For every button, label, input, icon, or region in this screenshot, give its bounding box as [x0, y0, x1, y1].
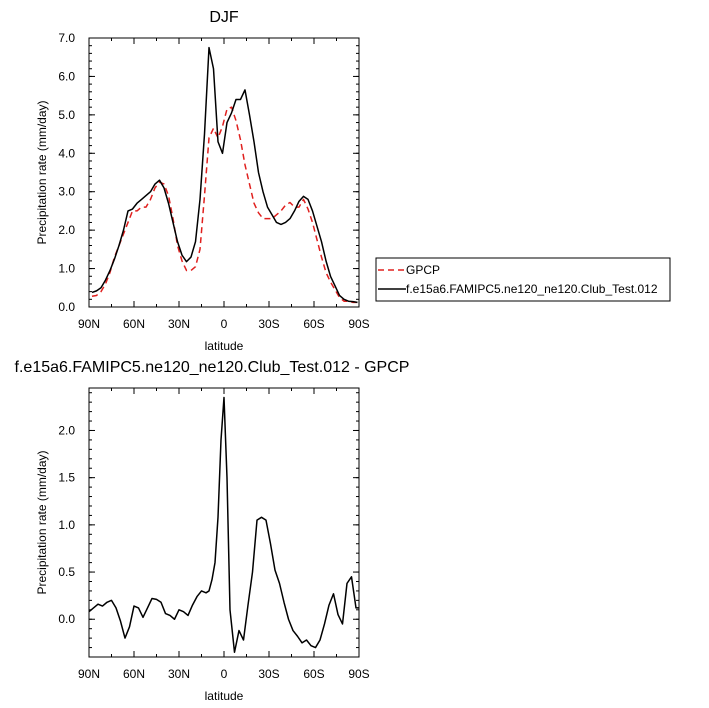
series-line-difference	[88, 396, 359, 654]
top-plot-panel: DJF Precipitation rate (mm/day) latitude…	[35, 9, 370, 353]
x-tick-label: 60N	[123, 317, 145, 331]
legend-label-model: f.e15a6.FAMIPC5.ne120_ne120.Club_Test.01…	[406, 282, 658, 296]
y-tick-label: 1.0	[58, 262, 75, 276]
legend-box	[375, 257, 671, 302]
x-tick-label: 90S	[348, 317, 369, 331]
bottom-chart-title: f.e15a6.FAMIPC5.ne120_ne120.Club_Test.01…	[15, 359, 410, 376]
y-tick-label: 0.0	[58, 612, 75, 626]
y-tick-label: 5.0	[58, 108, 75, 122]
top-axis-ticks: 90N 60N 30N 0 30S 60S 90S 0.0 1.0 2.0 3.0 4.0 5.0 6.0…	[58, 31, 369, 331]
x-tick-label: 90N	[78, 667, 100, 681]
x-tick-label: 90N	[78, 317, 100, 331]
y-tick-label: 2.0	[58, 223, 75, 237]
x-tick-label: 0	[221, 317, 228, 331]
y-tick-label: 7.0	[58, 31, 75, 45]
bottom-series-lines	[88, 396, 359, 654]
y-tick-label: 1.0	[58, 518, 75, 532]
bottom-x-axis-label: latitude	[205, 689, 244, 703]
bottom-plot-panel: f.e15a6.FAMIPC5.ne120_ne120.Club_Test.01…	[15, 359, 410, 703]
y-tick-label: 1.5	[58, 471, 75, 485]
x-tick-label: 60N	[123, 667, 145, 681]
x-tick-label: 30S	[258, 317, 279, 331]
y-tick-label: 6.0	[58, 69, 75, 83]
x-tick-label: 30S	[258, 667, 279, 681]
top-plot-frame	[88, 37, 360, 308]
x-tick-label: 30N	[168, 667, 190, 681]
top-x-axis-label: latitude	[205, 339, 244, 353]
top-y-axis-label: Precipitation rate (mm/day)	[35, 100, 49, 244]
series-line-gpcp	[91, 106, 358, 304]
series-line-f-e15a6-famipc5-ne120-ne120-club-test-012	[91, 46, 358, 304]
x-tick-label: 30N	[168, 317, 190, 331]
top-chart-title: DJF	[209, 9, 239, 26]
legend: GPCP f.e15a6.FAMIPC5.ne120_ne120.Club_Te…	[375, 257, 671, 302]
bottom-plot-frame	[88, 387, 360, 658]
y-tick-label: 4.0	[58, 146, 75, 160]
x-tick-label: 60S	[303, 317, 324, 331]
top-series-lines	[91, 46, 358, 304]
legend-label-gpcp: GPCP	[406, 263, 440, 277]
y-tick-label: 0.5	[58, 565, 75, 579]
x-tick-label: 90S	[348, 667, 369, 681]
y-tick-label: 0.0	[58, 300, 75, 314]
x-tick-label: 0	[221, 667, 228, 681]
bottom-y-axis-label: Precipitation rate (mm/day)	[35, 450, 49, 594]
y-tick-label: 2.0	[58, 423, 75, 437]
x-tick-label: 60S	[303, 667, 324, 681]
y-tick-label: 3.0	[58, 185, 75, 199]
bottom-axis-ticks: 90N 60N 30N 0 30S 60S 90S 0.0 0.5 1.0 1.5 2.0	[58, 388, 370, 681]
